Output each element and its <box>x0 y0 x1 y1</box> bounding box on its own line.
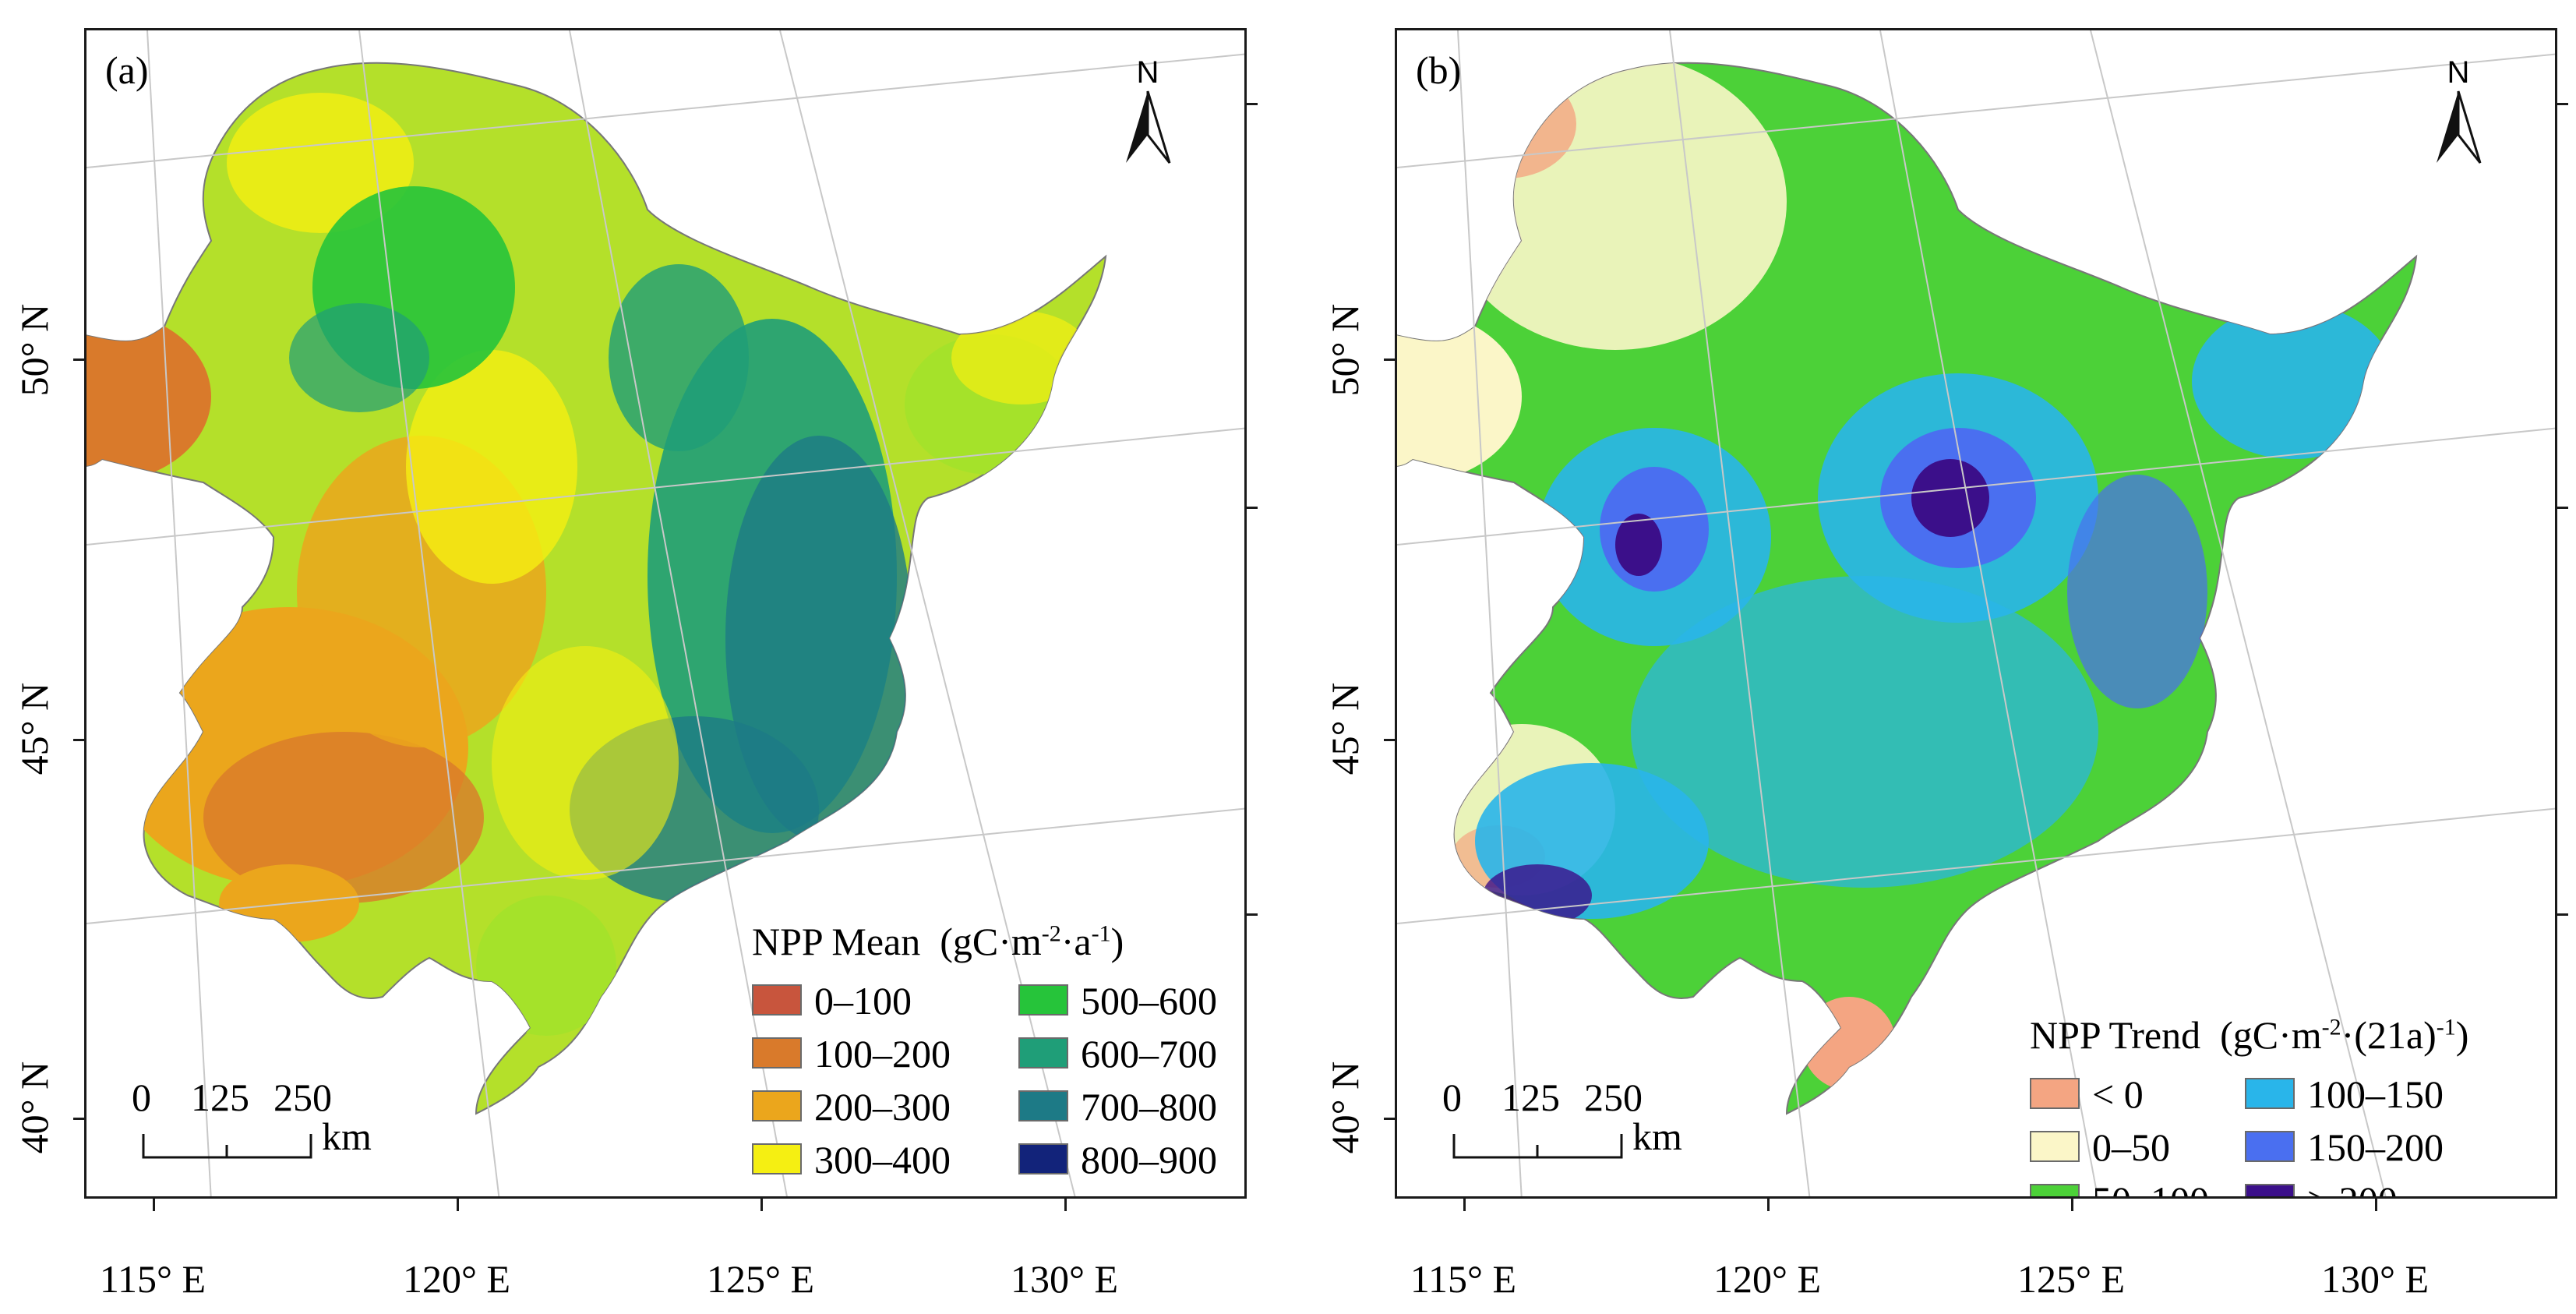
legend-label: 200–300 <box>814 1085 951 1129</box>
npp-mean-map-canvas <box>86 30 1244 1196</box>
tick-right <box>2557 913 2568 916</box>
scale-tick-0: 0 <box>1442 1076 1462 1119</box>
lat-label-45n-mid: 45° N <box>1323 682 1367 775</box>
legend-swatch <box>752 1143 802 1174</box>
tick-bottom <box>153 1199 155 1211</box>
tick-bottom <box>760 1199 763 1211</box>
tick-left <box>1384 739 1395 741</box>
tick-bottom <box>1064 1199 1067 1211</box>
lon-label-130e-b: 130° E <box>2320 1257 2430 1301</box>
scale-tick-250: 250 <box>1584 1076 1643 1119</box>
tick-left <box>73 359 84 361</box>
scale-tick-125: 125 <box>191 1076 249 1119</box>
legend-label: 800–900 <box>1081 1138 1217 1182</box>
legend-label: 300–400 <box>814 1138 951 1182</box>
tick-bottom <box>1463 1199 1466 1211</box>
tick-left <box>73 1118 84 1120</box>
legend-swatch <box>1018 1037 1068 1069</box>
panel-b-npp-trend-map: (b) N 0 125 250 km NPP Trend (gC·m-2·(21… <box>1395 28 2557 1199</box>
lat-label-40n-left: 40° N <box>12 1061 56 1154</box>
legend-label: 400–500 <box>814 1190 951 1196</box>
scale-tick-125: 125 <box>1501 1076 1560 1119</box>
legend-swatch <box>752 984 802 1016</box>
scale-bar-line <box>1452 1134 1623 1159</box>
legend-swatch <box>1018 1090 1068 1121</box>
lon-label-130e-a: 130° E <box>1010 1257 1119 1301</box>
north-arrow-icon <box>1126 90 1171 164</box>
legend-swatch <box>752 1090 802 1121</box>
lat-label-45n-left: 45° N <box>12 682 56 775</box>
lon-label-115e-b: 115° E <box>1410 1257 1517 1301</box>
legend-swatch <box>2030 1131 2080 1162</box>
lon-label-125e-a: 125° E <box>706 1257 815 1301</box>
lat-label-50n-left: 50° N <box>12 303 56 397</box>
north-letter-a: N <box>1136 55 1159 90</box>
scale-bar-line <box>142 1134 312 1159</box>
legend-label: 500–600 <box>1081 979 1217 1023</box>
scale-tick-0: 0 <box>132 1076 151 1119</box>
tick-bottom <box>457 1199 459 1211</box>
legend-swatch <box>1018 984 1068 1016</box>
graticule-b <box>1397 30 2555 1196</box>
npp-trend-map-canvas <box>1397 30 2555 1196</box>
tick-bottom <box>1767 1199 1770 1211</box>
legend-swatch <box>1018 1143 1068 1174</box>
north-arrow-icon <box>2437 90 2482 164</box>
tick-right <box>1247 507 1258 509</box>
legend-swatch <box>752 1037 802 1069</box>
lon-label-120e-b: 120° E <box>1713 1257 1822 1301</box>
legend-label: 100–200 <box>814 1032 951 1076</box>
legend-label: 0–50 <box>2092 1125 2170 1169</box>
legend-swatch <box>752 1196 802 1199</box>
legend-swatch <box>2245 1078 2295 1109</box>
scale-unit: km <box>1632 1114 1682 1158</box>
legend-label: 600–700 <box>1081 1032 1217 1076</box>
tick-right <box>2557 103 2568 105</box>
north-letter-b: N <box>2447 55 2470 90</box>
north-arrow-a: N <box>1117 57 1179 170</box>
legend-label: 150–200 <box>2307 1125 2444 1169</box>
panel-a-npp-mean-map: (a) N 0 125 250 km NPP Mean (gC·m-2·a-1)… <box>84 28 1247 1199</box>
tick-left <box>1384 359 1395 361</box>
legend-label: < 0 <box>2092 1072 2144 1116</box>
tick-bottom <box>2071 1199 2073 1211</box>
tick-bottom <box>2375 1199 2377 1211</box>
legend-label: 0–100 <box>814 979 912 1023</box>
panel-label-a: (a) <box>105 48 149 92</box>
lon-label-115e-a: 115° E <box>99 1257 206 1301</box>
legend-swatch <box>2245 1184 2295 1196</box>
lat-label-40n-mid: 40° N <box>1323 1061 1367 1154</box>
legend-label: 100–150 <box>2307 1072 2444 1116</box>
legend-label: 700–800 <box>1081 1085 1217 1129</box>
tick-right <box>1247 913 1258 916</box>
lat-label-50n-mid: 50° N <box>1323 303 1367 397</box>
graticule-a <box>86 30 1244 1196</box>
scale-tick-250: 250 <box>273 1076 332 1119</box>
scale-unit: km <box>322 1114 372 1158</box>
tick-left <box>73 739 84 741</box>
legend-title-a: NPP Mean (gC·m-2·a-1) <box>752 920 1124 963</box>
legend-label: 50–100 <box>2092 1178 2209 1196</box>
legend-swatch <box>2030 1184 2080 1196</box>
legend-swatch <box>2245 1131 2295 1162</box>
lon-label-125e-b: 125° E <box>2017 1257 2126 1301</box>
tick-left <box>1384 1118 1395 1120</box>
legend-label: > 200 <box>2307 1178 2398 1196</box>
legend-title-b: NPP Trend (gC·m-2·(21a)-1) <box>2030 1013 2469 1057</box>
legend-swatch <box>2030 1078 2080 1109</box>
tick-right <box>2557 507 2568 509</box>
lon-label-120e-a: 120° E <box>402 1257 511 1301</box>
npp-mean-zones <box>86 93 1092 1036</box>
tick-right <box>1247 103 1258 105</box>
panel-label-b: (b) <box>1416 48 1462 92</box>
north-arrow-b: N <box>2427 57 2490 170</box>
